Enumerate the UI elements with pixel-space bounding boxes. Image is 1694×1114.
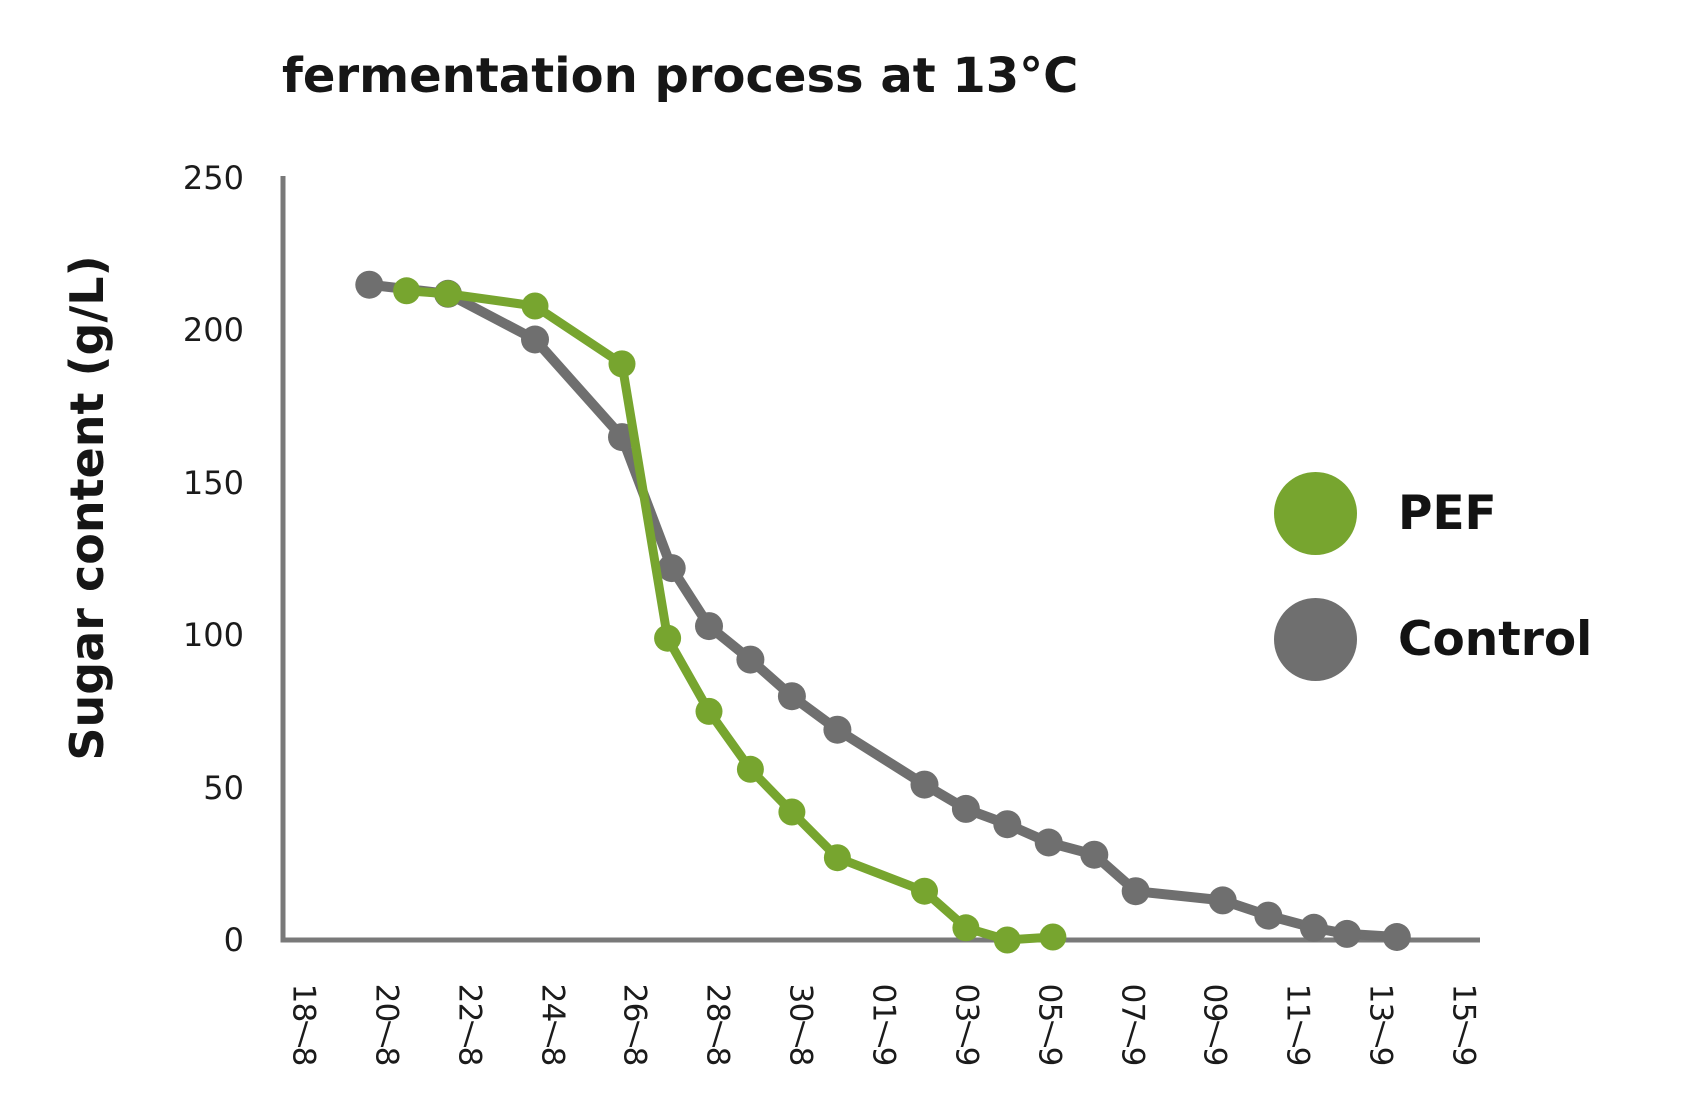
x-tick-label: 2 2/8 [451, 983, 488, 1067]
pef-data-point [736, 755, 764, 783]
control-data-point [736, 645, 765, 674]
pef-data-point [654, 624, 682, 652]
pef-data-point [521, 292, 549, 320]
legend: PEF Control [1274, 472, 1592, 681]
axis-lines [280, 176, 1480, 943]
y-tick-label: 250 [182, 159, 244, 197]
x-tick-label: 0 1/9 [865, 983, 902, 1067]
x-tick-label: 2 0/8 [368, 983, 405, 1067]
control-legend-label: Control [1398, 612, 1593, 667]
legend-item-control: Control [1274, 598, 1592, 681]
y-tick-label: 0 [223, 921, 244, 959]
pef-data-point [823, 844, 851, 872]
x-tick-label: 2 6/8 [616, 983, 653, 1067]
control-legend-marker-icon [1274, 598, 1357, 681]
x-tick-label: 1 3/9 [1362, 983, 1399, 1067]
chart-title: fermentation process at 13°C [282, 48, 1079, 104]
control-data-point [951, 794, 980, 823]
pef-data-point [993, 926, 1021, 954]
x-tick-label: 0 7/9 [1114, 983, 1151, 1067]
y-tick-label: 150 [182, 463, 244, 502]
control-line [364, 279, 1402, 942]
control-data-point [777, 682, 806, 711]
control-data-point [1208, 886, 1237, 915]
control-data-point [1299, 913, 1328, 942]
control-data-point [521, 325, 549, 354]
pef-data-point [911, 877, 938, 905]
control-data-point [1333, 919, 1361, 948]
control-data-point [1080, 840, 1109, 869]
x-tick-label: 0 9/9 [1196, 983, 1233, 1067]
control-data-point [910, 770, 939, 799]
control-data-point [355, 270, 384, 299]
y-tick-label: 200 [182, 311, 244, 350]
control-data-point [695, 612, 723, 641]
x-tick-label: 0 5/9 [1031, 983, 1068, 1067]
x-tick-label: 2 8/8 [699, 983, 736, 1067]
legend-item-pef: PEF [1274, 472, 1592, 555]
pef-data-point [434, 280, 462, 308]
x-tick-label: 1 8/8 [285, 983, 322, 1067]
y-tick-label: 50 [203, 768, 244, 807]
control-data-point [1254, 901, 1283, 930]
control-data-point [1382, 923, 1411, 951]
pef-data-point [608, 350, 636, 378]
x-tick-label: 2 4/8 [534, 983, 571, 1067]
pef-legend-label: PEF [1398, 486, 1497, 541]
x-tick-label: 0 3/9 [948, 983, 985, 1067]
control-data-point [993, 810, 1022, 839]
x-tick-label: 1 5/9 [1445, 983, 1482, 1067]
pef-data-point [393, 277, 421, 305]
x-tick-label: 3 0/8 [782, 983, 819, 1067]
x-tick-label: 1 1/9 [1279, 983, 1316, 1067]
pef-line [402, 286, 1058, 945]
control-data-point [657, 554, 686, 583]
pef-data-point [778, 798, 806, 826]
pef-data-point [952, 914, 980, 942]
control-data-point [823, 715, 852, 744]
control-data-point [1034, 828, 1063, 857]
control-data-point [1121, 877, 1150, 906]
pef-legend-marker-icon [1274, 472, 1357, 555]
pef-data-point [695, 697, 723, 725]
y-tick-label: 100 [182, 616, 244, 655]
pef-data-point [1039, 923, 1067, 951]
